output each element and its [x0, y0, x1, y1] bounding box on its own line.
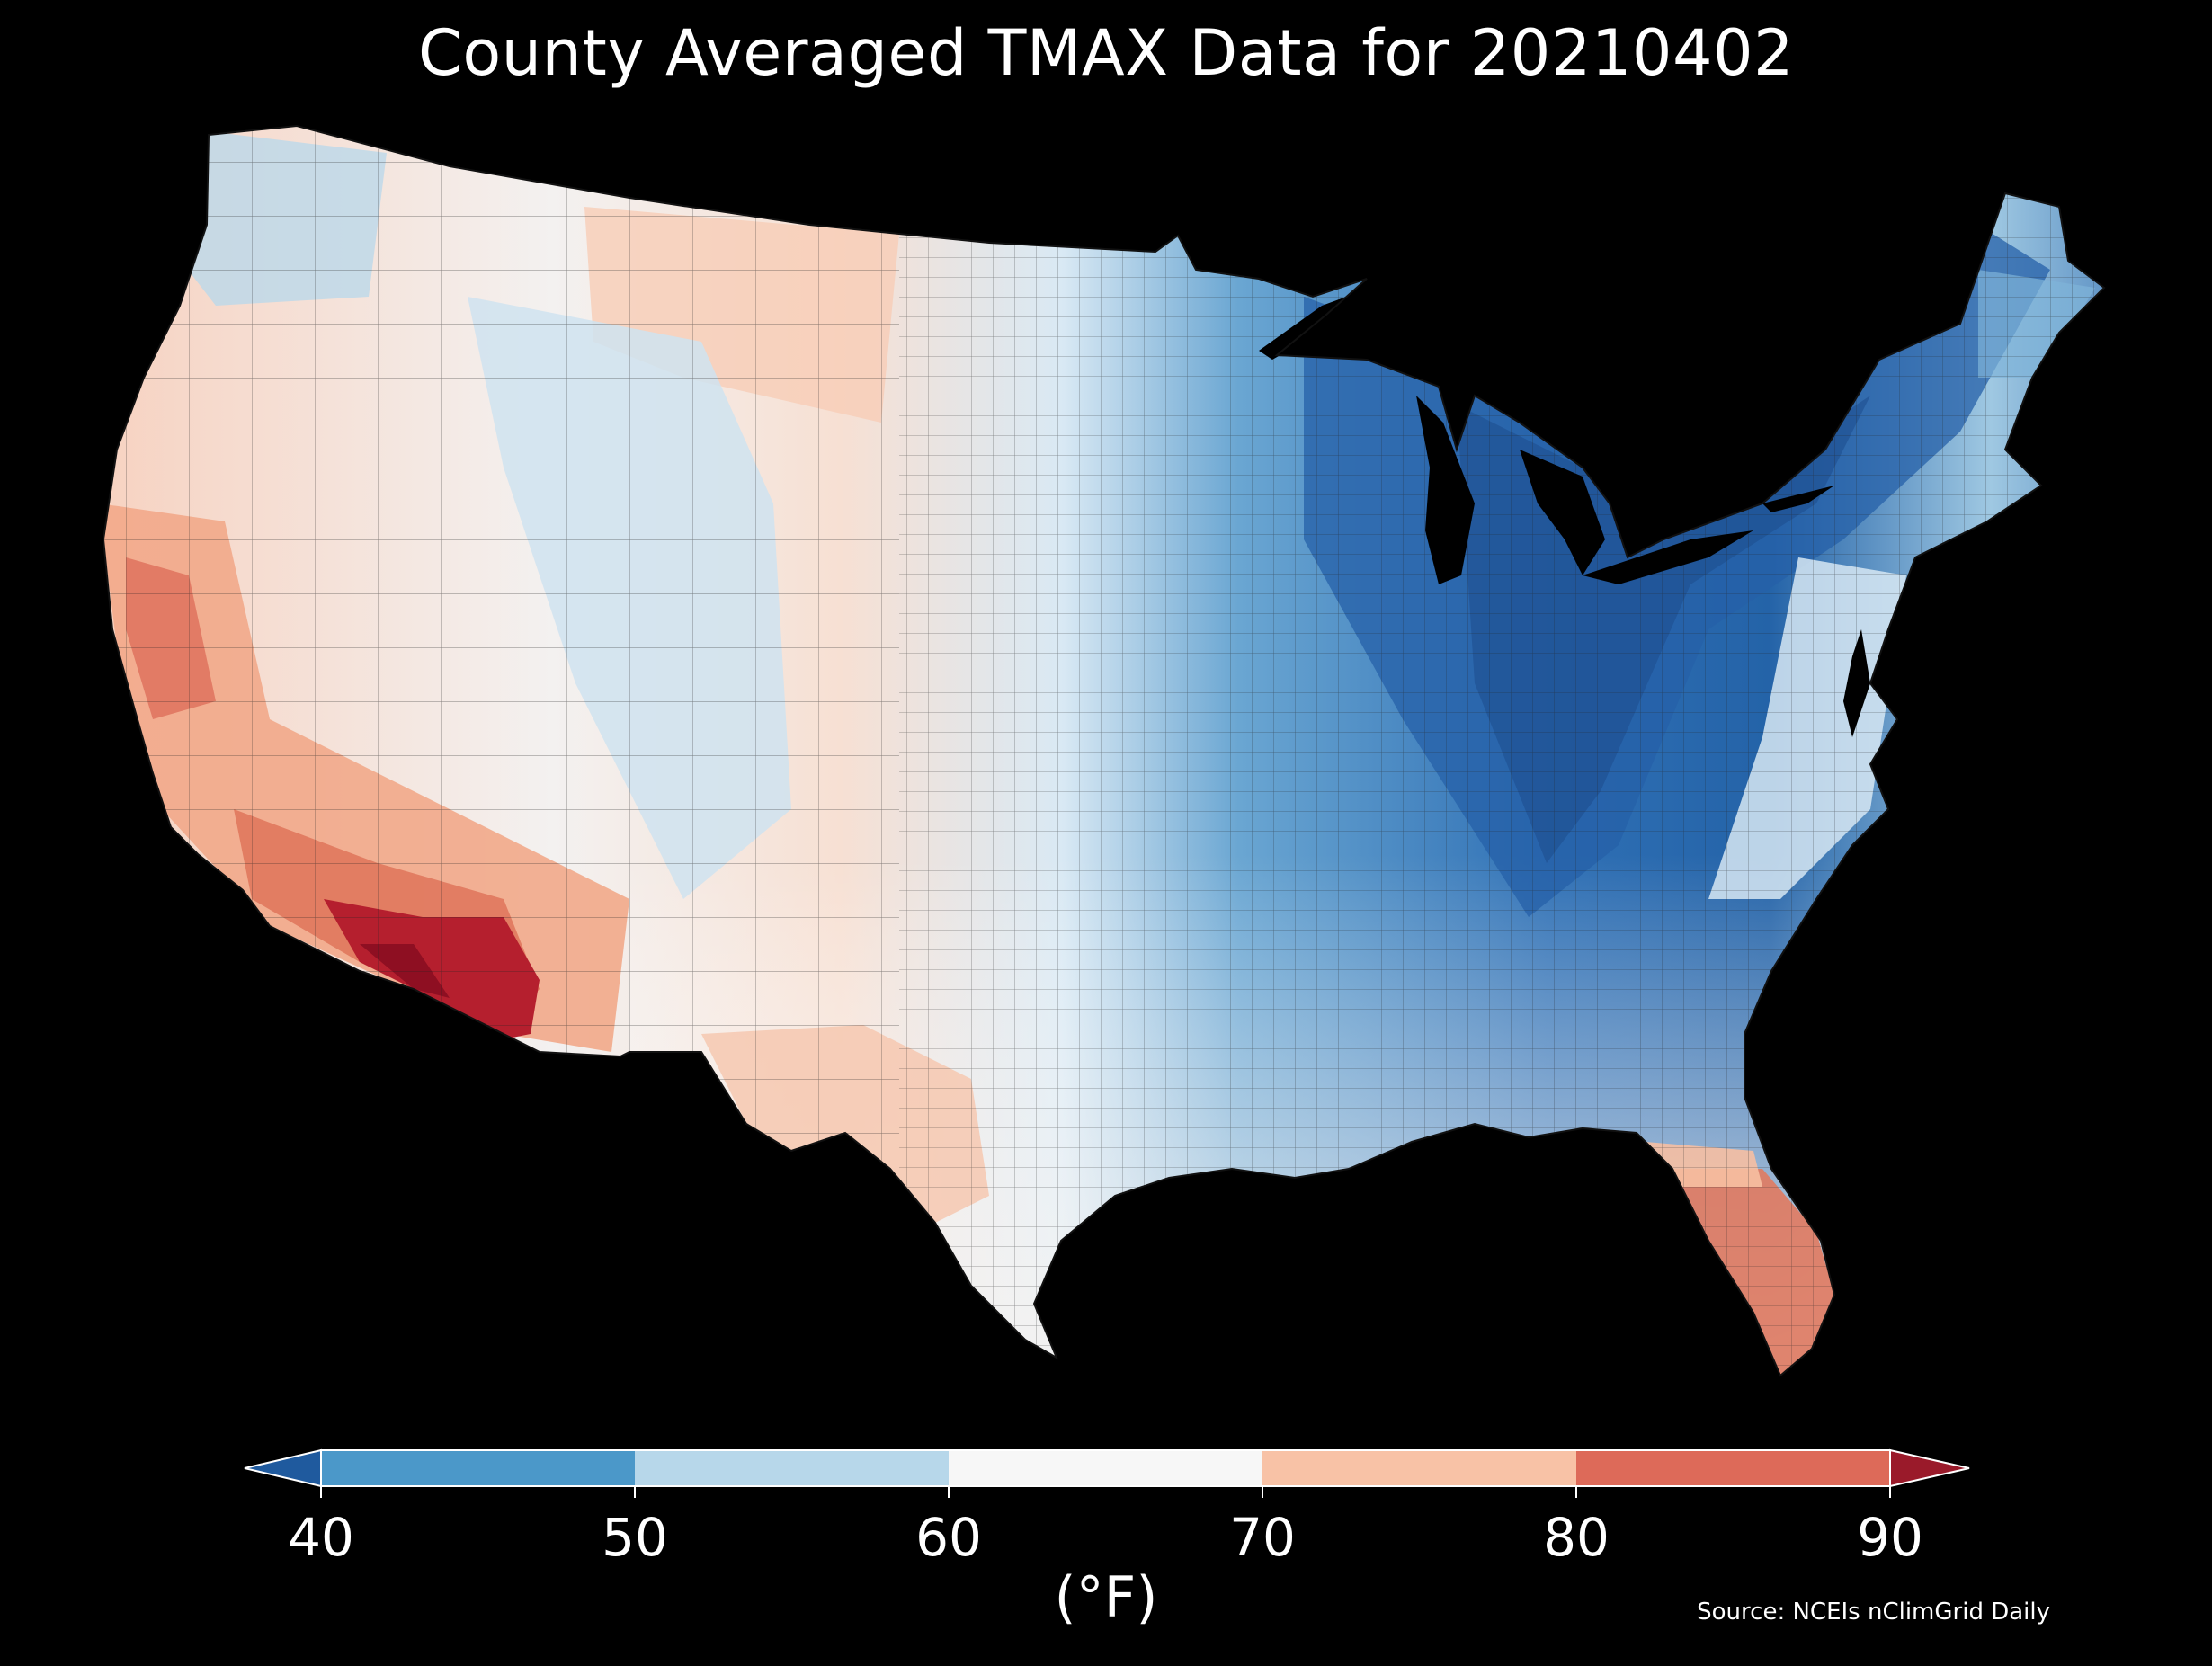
- colorbar-segment-70-80: [1262, 1450, 1576, 1486]
- colorbar-frame: [320, 1449, 1891, 1487]
- colorbar-tick-label: 80: [1543, 1507, 1610, 1568]
- colorbar-tick-label: 60: [915, 1507, 982, 1568]
- colorbar-ticks: [320, 1486, 1891, 1498]
- colorbar-segment-50-60: [635, 1450, 949, 1486]
- colorbar-tick-label: 90: [1857, 1507, 1923, 1568]
- us-outline: [102, 124, 2106, 1377]
- colorbar-over-triangle: [1889, 1448, 1970, 1488]
- map-title: County Averaged TMAX Data for 20210402: [417, 16, 1795, 90]
- great-lakes: [1259, 286, 1834, 584]
- colorbar-segment-80-90: [1576, 1450, 1890, 1486]
- colorbar-unit-label: (°F): [1054, 1564, 1158, 1630]
- source-credit: Source: NCEIs nClimGrid Daily: [1697, 1599, 2050, 1626]
- colorbar-segment-60-70: [949, 1450, 1262, 1486]
- colorbar-tick-label: 70: [1229, 1507, 1296, 1568]
- colorbar-tick-label: 50: [602, 1507, 668, 1568]
- colorbar-under-triangle: [244, 1448, 322, 1488]
- colorbar-segment-40-50: [321, 1450, 635, 1486]
- colorbar-tick-label: 40: [288, 1507, 354, 1568]
- chesapeake-bay: [1843, 629, 1870, 737]
